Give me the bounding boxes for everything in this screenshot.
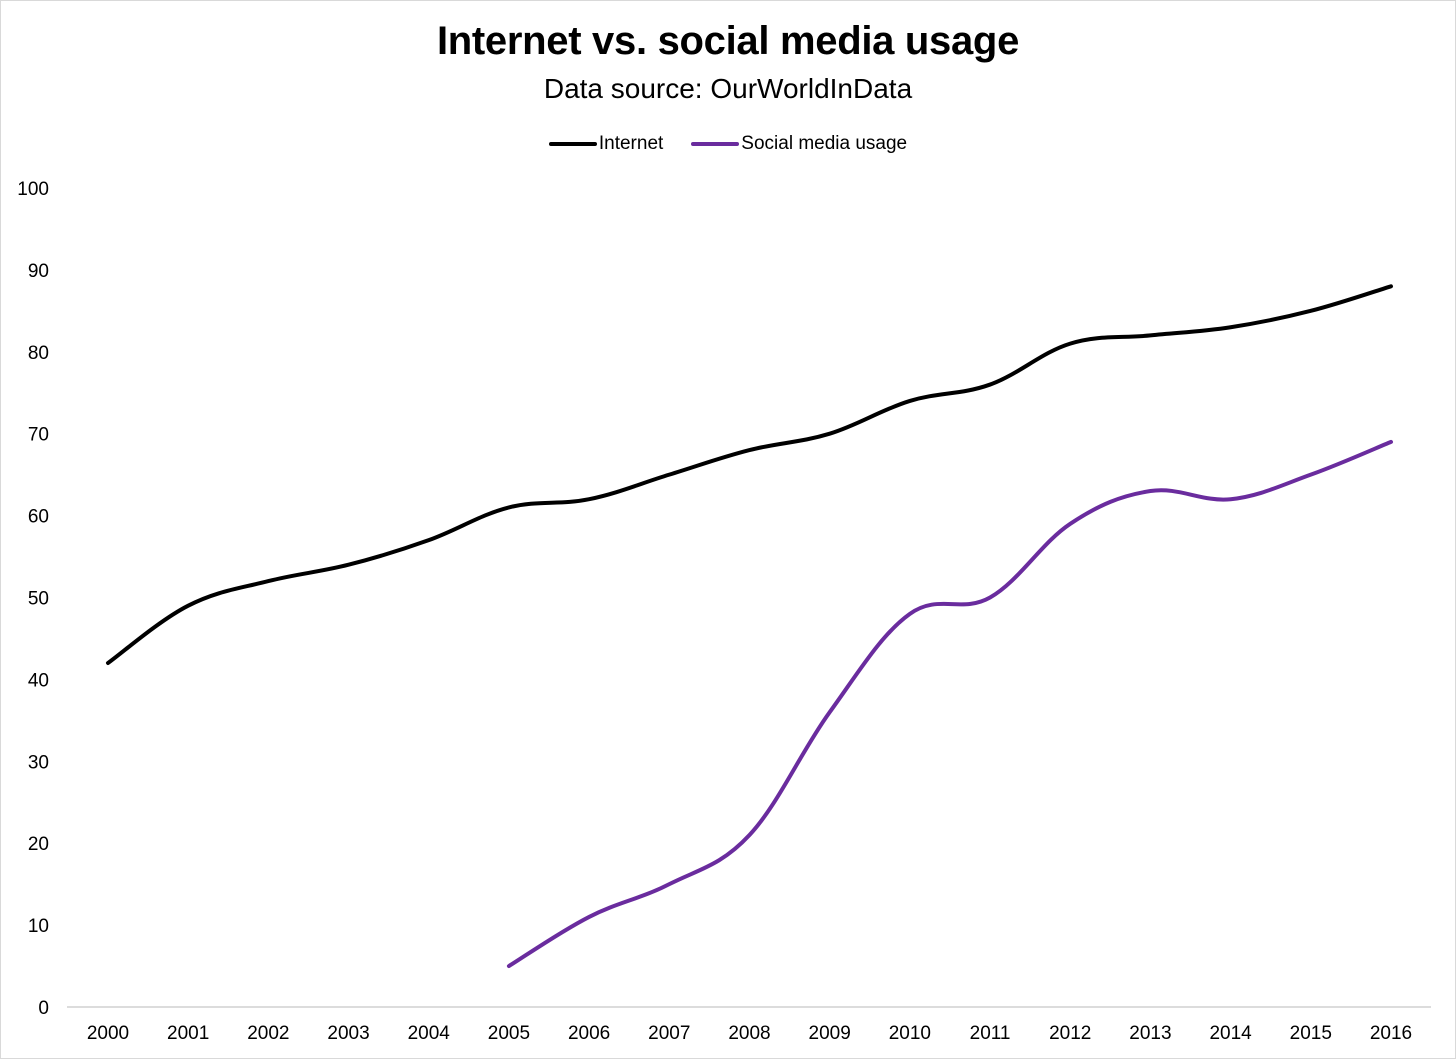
legend-item-social: Social media usage (691, 133, 907, 155)
y-tick-label: 80 (28, 343, 49, 364)
legend-swatch-internet (548, 142, 597, 146)
y-tick-label: 50 (28, 589, 49, 610)
x-tick-label: 2002 (247, 1023, 289, 1044)
x-tick-label: 2012 (1049, 1023, 1091, 1044)
y-tick-label: 10 (28, 916, 49, 937)
legend: Internet Social media usage (1, 133, 1455, 155)
y-tick-label: 40 (28, 670, 49, 691)
x-tick-label: 2008 (728, 1023, 770, 1044)
x-tick-label: 2007 (648, 1023, 690, 1044)
x-tick-label: 2010 (889, 1023, 931, 1044)
y-tick-label: 70 (28, 425, 49, 446)
x-tick-label: 2013 (1129, 1023, 1171, 1044)
x-tick-label: 2001 (167, 1023, 209, 1044)
legend-swatch-social (691, 142, 740, 146)
legend-item-internet: Internet (548, 133, 664, 155)
legend-label-social: Social media usage (741, 133, 908, 154)
x-tick-label: 2005 (488, 1023, 530, 1044)
x-tick-label: 2011 (970, 1023, 1011, 1044)
x-tick-label: 2014 (1209, 1023, 1252, 1044)
chart-subtitle: Data source: OurWorldInData (543, 73, 913, 104)
series-line-social-media (506, 439, 1393, 969)
x-tick-label: 2016 (1370, 1023, 1412, 1044)
y-tick-label: 20 (28, 834, 49, 855)
x-tick-label: 2000 (87, 1023, 129, 1044)
y-tick-label: 100 (17, 179, 49, 200)
y-tick-label: 60 (28, 507, 49, 528)
legend-label-internet: Internet (598, 133, 664, 154)
x-tick-label: 2015 (1290, 1023, 1332, 1044)
x-tick-label: 2003 (327, 1023, 369, 1044)
y-tick-label: 0 (38, 998, 49, 1019)
x-tick-label: 2006 (568, 1023, 610, 1044)
series-line-internet (106, 284, 1393, 666)
x-tick-label: 2004 (408, 1023, 451, 1044)
y-tick-label: 90 (28, 261, 49, 282)
chart-title: Internet vs. social media usage (436, 19, 1020, 63)
x-tick-label: 2009 (809, 1023, 851, 1044)
y-tick-label: 30 (28, 752, 49, 773)
